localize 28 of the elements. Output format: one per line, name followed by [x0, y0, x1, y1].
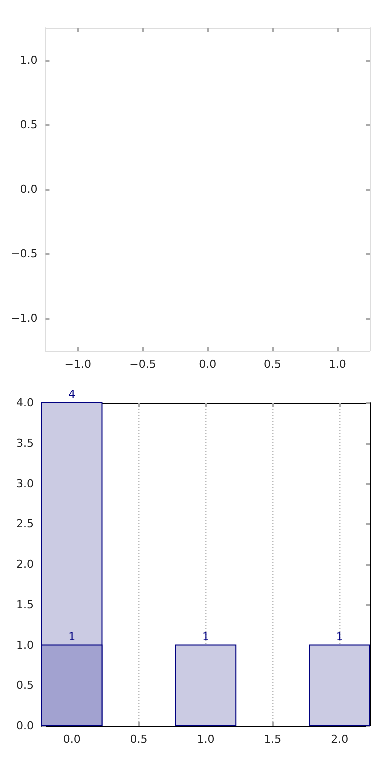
y-tick-label: 2.0 — [16, 558, 34, 571]
x-tick-label: 0.0 — [63, 733, 81, 746]
y-tick-label: −0.5 — [10, 248, 38, 261]
y-tick-label: 1.0 — [16, 638, 34, 652]
x-tick-label: −1.0 — [64, 358, 92, 371]
x-tick-label: 2.0 — [331, 733, 349, 746]
y-tick-label: 3.5 — [16, 436, 34, 450]
x-tick-label: 0.5 — [264, 358, 282, 371]
data-label: 4 — [68, 388, 76, 401]
y-tick-label: 3.0 — [16, 477, 34, 490]
x-tick-label: 1.0 — [197, 733, 215, 746]
data-label: 1 — [68, 630, 76, 644]
y-tick-label: 1.0 — [20, 54, 38, 67]
y-tick-label: 2.5 — [16, 518, 34, 531]
y-tick-label: 0.0 — [16, 720, 34, 732]
data-label: 1 — [336, 630, 344, 644]
y-tick-label: 4.0 — [16, 396, 34, 410]
y-tick-label: 1.5 — [16, 598, 34, 612]
y-tick-label: 0.5 — [16, 679, 34, 692]
data-label: 1 — [202, 630, 210, 644]
x-tick-label: 0.0 — [199, 358, 217, 371]
y-tick-label: 0.5 — [20, 118, 38, 132]
y-tick-label: −1.0 — [10, 312, 38, 326]
y-tick-label: 0.0 — [20, 183, 38, 196]
x-tick-label: −0.5 — [130, 358, 156, 371]
x-tick-label: 1.5 — [264, 733, 282, 746]
x-tick-label: 1.0 — [328, 358, 346, 371]
x-tick-label: 0.5 — [130, 733, 148, 746]
